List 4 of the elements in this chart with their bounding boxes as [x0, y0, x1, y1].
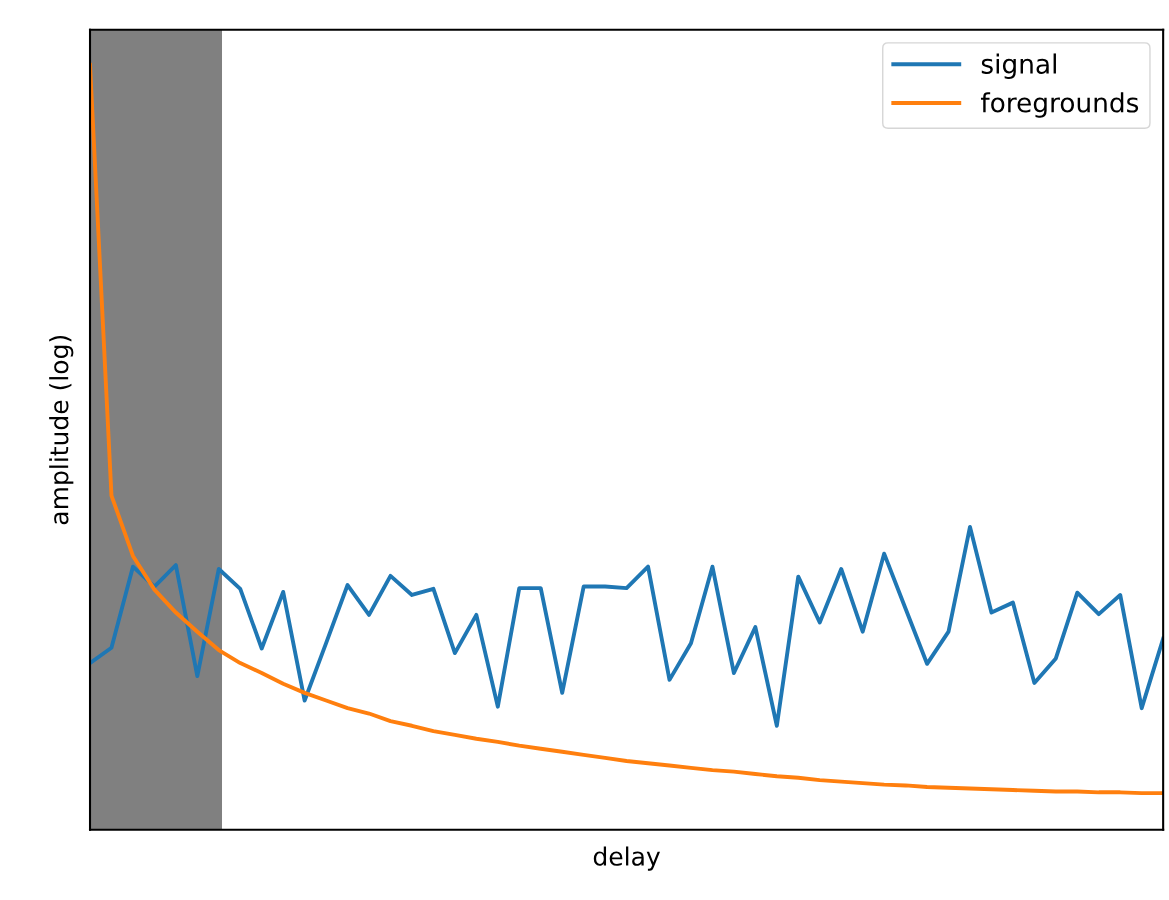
- legend-label: signal: [981, 53, 1056, 79]
- x-axis-title: delay: [593, 846, 660, 871]
- y-axis-title: amplitude (log): [49, 335, 74, 525]
- legend-label: foregrounds: [980, 92, 1139, 118]
